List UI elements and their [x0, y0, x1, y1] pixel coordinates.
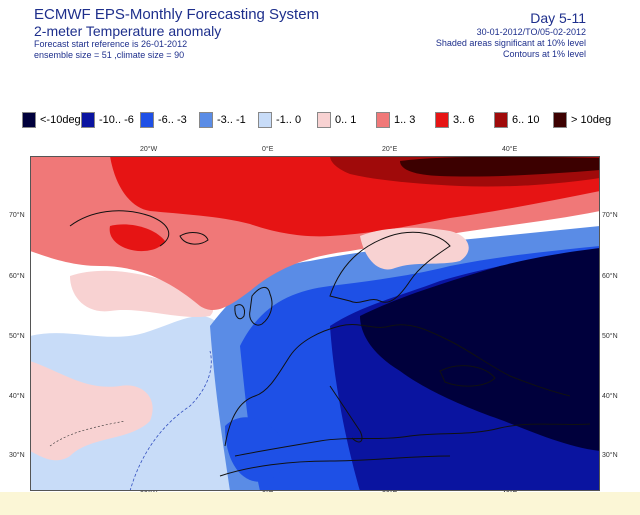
lon-label-top-20w: 20°W	[140, 146, 158, 153]
legend-swatch	[140, 112, 154, 128]
legend-label: 0.. 1	[335, 114, 357, 126]
lat-label-left-40n: 40°N	[9, 393, 25, 400]
date-range: 30-01-2012/TO/05-02-2012	[476, 27, 586, 37]
ensemble-info: ensemble size = 51 ,climate size = 90	[34, 50, 185, 60]
legend-swatch	[435, 112, 449, 128]
anomaly-region-pale-pink-south	[30, 361, 153, 461]
legend-swatch	[199, 112, 213, 128]
lon-label-top-40e: 40°E	[502, 146, 518, 153]
temperature-anomaly-map	[30, 156, 600, 491]
anomaly-region-scandinavia	[360, 227, 469, 270]
lat-label-right-60n: 60°N	[602, 273, 618, 280]
lat-label-right-70n: 70°N	[602, 212, 618, 219]
lat-label-left-70n: 70°N	[9, 212, 25, 219]
legend-swatch	[22, 112, 36, 128]
legend-label: 6.. 10	[512, 114, 540, 126]
anomaly-region-extreme-warm-north	[400, 156, 600, 177]
legend-label: 1.. 3	[394, 114, 416, 126]
lat-label-left-50n: 50°N	[9, 333, 25, 340]
legend-label: 3.. 6	[453, 114, 475, 126]
lat-label-left-60n: 60°N	[9, 273, 25, 280]
lon-label-top-0e: 0°E	[262, 146, 274, 153]
legend-swatch	[317, 112, 331, 128]
coastline-uk	[249, 287, 273, 326]
lon-label-top-20e: 20°E	[382, 146, 398, 153]
significance-contour-south	[49, 420, 126, 447]
shaded-note: Shaded areas significant at 10% level	[435, 38, 586, 48]
legend-label: -1.. 0	[276, 114, 302, 126]
legend-swatch	[81, 112, 95, 128]
anomaly-region-red-greenland	[109, 224, 165, 252]
legend-label: <-10deg	[40, 114, 81, 126]
map-frame	[30, 156, 600, 491]
map-subtitle: 2-meter Temperature anomaly	[34, 23, 222, 39]
lat-label-right-30n: 30°N	[602, 452, 618, 459]
footer-bar	[0, 492, 640, 515]
coastline-africa	[219, 455, 451, 477]
legend-label: > 10deg	[571, 114, 612, 126]
anomaly-region-pale-pink-mid	[70, 270, 214, 318]
coastline-mediterranean	[234, 423, 591, 457]
lat-label-right-50n: 50°N	[602, 333, 618, 340]
coastline-continent	[224, 324, 571, 447]
coastline-scandinavia	[329, 231, 451, 303]
anomaly-region-deep-cold-east	[360, 248, 600, 451]
contour-note: Contours at 1% level	[502, 49, 586, 59]
map-title: ECMWF EPS-Monthly Forecasting System	[34, 6, 320, 23]
lat-label-right-40n: 40°N	[602, 393, 618, 400]
legend-label: -10.. -6	[99, 114, 134, 126]
lat-label-left-30n: 30°N	[9, 452, 25, 459]
header-left: ECMWF EPS-Monthly Forecasting System 2-m…	[34, 6, 319, 61]
legend-label: -6.. -3	[158, 114, 187, 126]
coastline-iceland	[179, 232, 209, 245]
legend-swatch	[258, 112, 272, 128]
coastline-greenland	[69, 210, 170, 247]
legend-swatch	[553, 112, 567, 128]
header-right: Day 5-11 30-01-2012/TO/05-02-2012 Shaded…	[436, 10, 586, 60]
significance-contour	[129, 350, 212, 491]
legend-label: -3.. -1	[217, 114, 246, 126]
coastline-blacksea	[439, 365, 496, 387]
day-range: Day 5-11	[530, 10, 586, 26]
forecast-reference: Forecast start reference is 26-01-2012	[34, 39, 188, 49]
coastlines	[69, 210, 591, 477]
coastline-ireland	[234, 304, 245, 320]
coastline-italy	[329, 385, 363, 443]
anomaly-region-medium-blue-iberia	[225, 417, 286, 482]
legend-swatch	[376, 112, 390, 128]
legend-swatch	[494, 112, 508, 128]
